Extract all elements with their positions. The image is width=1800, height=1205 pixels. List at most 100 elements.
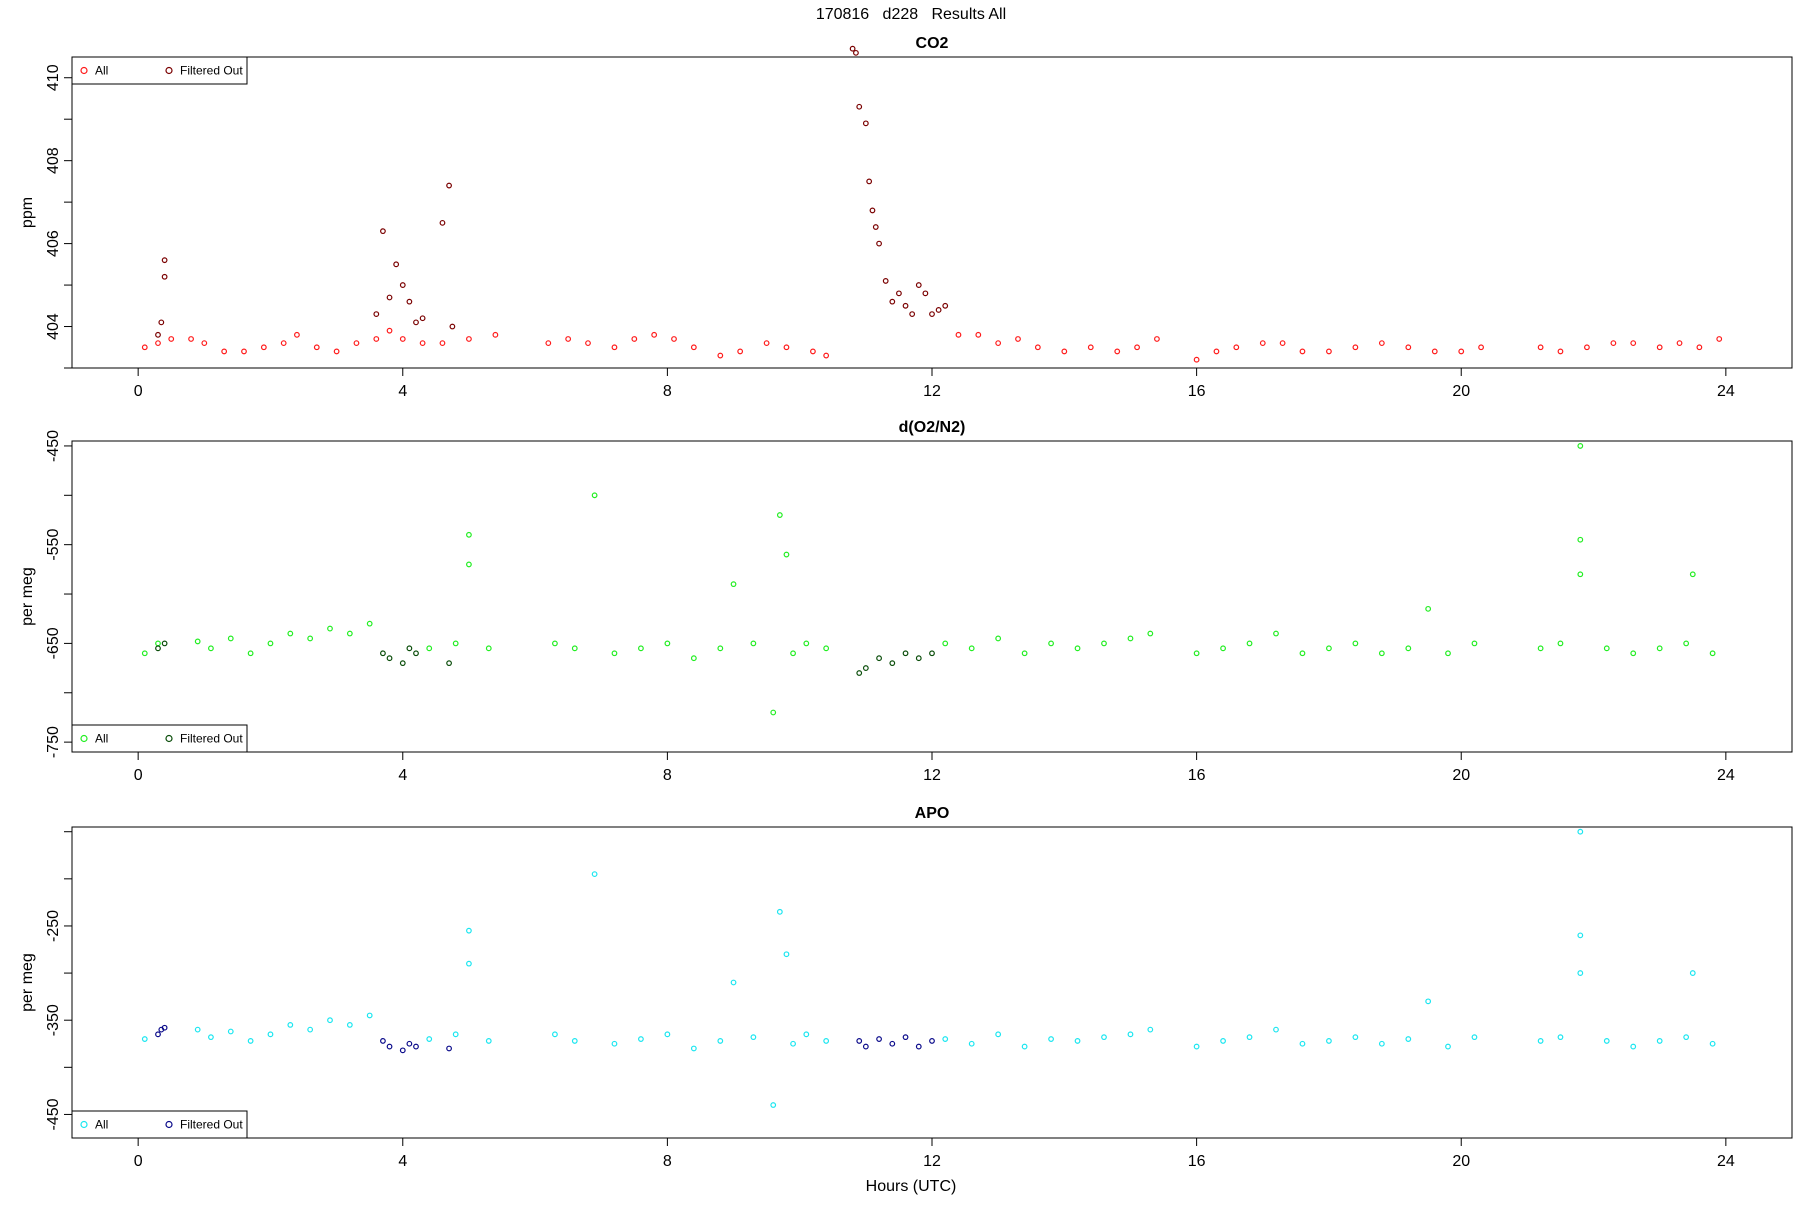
data-point	[419, 340, 426, 347]
data-point	[466, 336, 472, 342]
data-point	[267, 1031, 274, 1038]
data-point	[287, 1022, 294, 1028]
data-point	[161, 273, 168, 280]
data-point	[995, 340, 1002, 347]
data-point	[399, 336, 406, 342]
data-point	[1299, 1040, 1306, 1047]
data-point	[571, 645, 578, 652]
data-point	[1577, 970, 1584, 976]
data-point	[241, 348, 247, 355]
data-point	[247, 650, 254, 657]
data-point	[1603, 1038, 1610, 1044]
data-point	[1478, 344, 1484, 351]
data-point	[995, 1031, 1002, 1038]
data-point	[1577, 536, 1584, 543]
data-point	[413, 1043, 419, 1050]
data-point	[485, 645, 492, 652]
data-point	[1114, 348, 1121, 355]
data-point	[208, 645, 214, 652]
data-point	[313, 344, 320, 351]
x-tick-label: 8	[663, 383, 672, 400]
data-point	[161, 1024, 168, 1031]
legend-box	[71, 724, 248, 753]
data-point	[1352, 640, 1359, 647]
y-tick-label: -750	[45, 726, 62, 758]
plot-frame	[71, 826, 1793, 1139]
data-point	[1134, 344, 1140, 351]
x-tick-label: 12	[923, 767, 941, 784]
data-point	[155, 640, 161, 647]
data-point	[1048, 640, 1054, 647]
data-point	[168, 336, 175, 342]
data-point	[1193, 356, 1200, 363]
data-point	[1193, 1043, 1200, 1050]
data-point	[651, 331, 658, 338]
data-point	[439, 340, 446, 347]
data-point	[227, 1028, 234, 1035]
x-tick-label: 4	[398, 383, 407, 400]
x-tick-label: 16	[1188, 1153, 1206, 1170]
series-all	[141, 828, 1716, 1108]
data-point	[1445, 1043, 1451, 1050]
data-point	[1233, 344, 1240, 351]
data-point	[1656, 645, 1663, 652]
data-point	[141, 1036, 148, 1042]
data-point	[492, 331, 499, 338]
data-point	[1299, 348, 1306, 355]
panel-title: CO2	[916, 35, 949, 52]
data-point	[1015, 336, 1021, 342]
x-tick-label: 4	[398, 767, 407, 784]
y-tick-label: -350	[45, 1004, 62, 1036]
data-point	[856, 670, 863, 676]
data-point	[776, 512, 783, 518]
data-point	[1610, 340, 1617, 347]
data-point	[426, 645, 433, 652]
data-point	[750, 640, 757, 647]
data-point	[638, 1036, 644, 1042]
data-point	[770, 709, 777, 716]
data-point	[1326, 645, 1332, 652]
data-point	[386, 327, 393, 334]
plot-frame	[71, 440, 1793, 753]
data-point	[1246, 1034, 1253, 1041]
x-tick-label: 16	[1188, 767, 1206, 784]
y-axis-label: per meg	[19, 567, 36, 626]
panel-title: d(O2/N2)	[899, 419, 966, 436]
x-tick-label: 24	[1717, 383, 1735, 400]
data-point	[783, 551, 790, 558]
data-point	[1431, 348, 1438, 355]
data-point	[823, 352, 830, 359]
data-point	[955, 331, 962, 338]
legend-label: All	[95, 1118, 108, 1132]
data-point	[611, 344, 618, 351]
data-point	[194, 1026, 201, 1033]
y-tick-label: 410	[45, 64, 62, 91]
data-point	[1101, 1034, 1107, 1041]
data-point	[406, 1040, 413, 1047]
data-point	[853, 49, 859, 56]
data-point	[902, 1034, 909, 1041]
x-tick-label: 0	[134, 383, 143, 400]
data-point	[1273, 630, 1279, 637]
legend-label: All	[95, 732, 108, 746]
legend-marker	[165, 1120, 173, 1129]
data-point	[1021, 1043, 1028, 1050]
data-point	[449, 323, 456, 330]
data-point	[909, 311, 916, 317]
data-point	[413, 650, 419, 657]
data-point	[1557, 348, 1564, 355]
data-point	[141, 650, 148, 657]
data-point	[1445, 650, 1451, 657]
data-point	[466, 927, 472, 934]
data-point	[1458, 348, 1465, 355]
data-point	[856, 103, 863, 110]
data-point	[380, 228, 386, 235]
data-point	[942, 302, 949, 309]
data-point	[823, 645, 830, 652]
y-axis-label: per meg	[19, 953, 36, 1012]
data-point	[1577, 443, 1584, 449]
data-point	[294, 331, 300, 338]
data-point	[690, 344, 697, 351]
data-point	[1696, 344, 1703, 351]
data-point	[373, 336, 380, 342]
